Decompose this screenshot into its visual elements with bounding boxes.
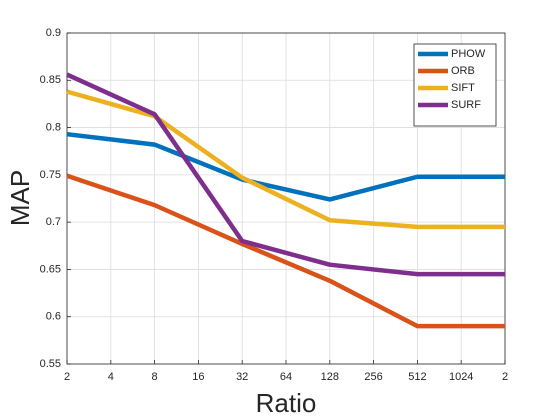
- x-tick-label: 128: [321, 371, 339, 383]
- y-tick-label: 0.6: [46, 311, 61, 323]
- legend-label: SIFT: [451, 82, 475, 94]
- x-tick-label: 1024: [449, 371, 473, 383]
- x-tick-label: 512: [408, 371, 426, 383]
- x-tick-label: 8: [152, 371, 158, 383]
- y-tick-label: 0.8: [46, 121, 61, 133]
- x-tick-label: 32: [236, 371, 248, 383]
- y-tick-label: 0.55: [40, 358, 61, 370]
- y-tick-label: 0.7: [46, 216, 61, 228]
- x-tick-label: 2: [64, 371, 70, 383]
- legend-label: SURF: [451, 99, 481, 111]
- line-series: [66, 89, 505, 230]
- legend-label: PHOW: [451, 48, 486, 60]
- y-tick-label: 0.85: [40, 74, 61, 86]
- y-tick-label: 0.9: [46, 27, 61, 39]
- line-series: [66, 131, 505, 202]
- line-series: [66, 72, 505, 277]
- line-series: [66, 173, 505, 329]
- y-tick-label: 0.65: [40, 263, 61, 275]
- x-tick-label: 256: [364, 371, 382, 383]
- x-tick-label: 16: [192, 371, 204, 383]
- y-axis-label: MAP: [5, 170, 35, 226]
- x-tick-label: 2: [502, 371, 508, 383]
- x-tick-label: 4: [108, 371, 114, 383]
- legend-label: ORB: [451, 65, 475, 77]
- plot-frame: [66, 32, 506, 365]
- x-tick-label: 64: [280, 371, 292, 383]
- y-tick-label: 0.75: [40, 169, 61, 181]
- legend-box: [413, 43, 497, 127]
- x-axis-label: Ratio: [256, 388, 317, 418]
- legend: PHOW ORB SIFT SURF: [413, 43, 497, 127]
